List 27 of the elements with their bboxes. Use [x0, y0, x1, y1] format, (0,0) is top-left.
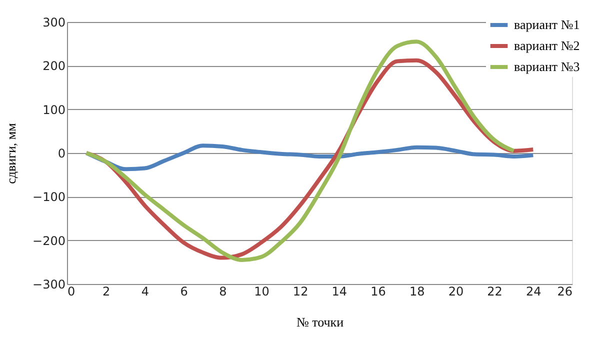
- x-tick-label: 20: [448, 284, 464, 298]
- x-tick-label: 16: [370, 284, 386, 298]
- x-tick-label: 22: [487, 284, 502, 298]
- x-tick-label: 18: [409, 284, 425, 298]
- legend-label: вариант №2: [514, 38, 580, 53]
- x-tick-label: 2: [102, 284, 110, 298]
- legend-label: вариант №1: [514, 17, 580, 32]
- x-tick-label: 12: [292, 284, 308, 298]
- y-tick-label: −200: [32, 234, 66, 248]
- line-series: [84, 144, 536, 172]
- y-tick-label: 300: [42, 16, 66, 30]
- x-tick-label: 4: [141, 284, 150, 298]
- x-tick-label: 0: [68, 284, 76, 298]
- x-tick-label: 10: [254, 284, 270, 298]
- x-tick-label: 8: [219, 284, 227, 298]
- y-axis-title: сдвиги, мм: [4, 123, 19, 184]
- y-tick-label: 100: [42, 102, 66, 117]
- y-tick-label: −100: [32, 190, 66, 204]
- x-tick-label: 24: [526, 284, 542, 298]
- y-tick-label: −300: [32, 278, 66, 292]
- x-tick-label: 14: [332, 284, 348, 298]
- legend-label: вариант №3: [514, 59, 580, 74]
- x-axis-title: № точки: [296, 314, 344, 330]
- y-tick-label: 200: [42, 59, 66, 74]
- x-tick-label: 26: [557, 284, 572, 298]
- y-tick-label: 0: [58, 146, 66, 160]
- x-tick-label: 6: [180, 284, 188, 298]
